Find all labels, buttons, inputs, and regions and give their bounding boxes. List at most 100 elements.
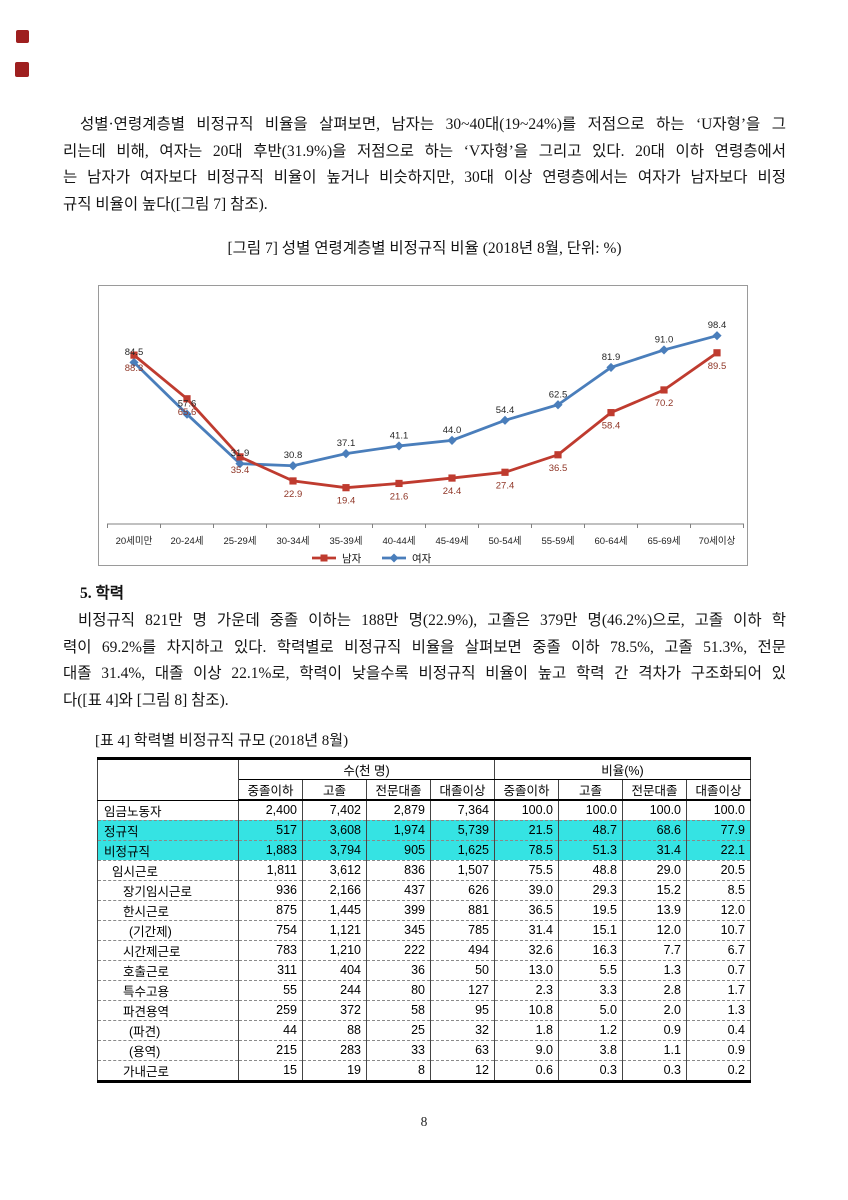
cell-value: 3,608 (302, 820, 367, 841)
data-label: 22.9 (284, 489, 303, 500)
male-marker (183, 395, 191, 403)
paragraph-2: 비정규직 821만 명 가운데 중졸 이하는 188만 명(22.9%), 고졸… (63, 608, 786, 714)
data-label: 35.4 (231, 465, 250, 476)
cell-value: 13.0 (494, 960, 559, 981)
cell-value: 1,811 (238, 860, 303, 881)
row-label: 임시근로 (97, 860, 239, 881)
cell-value: 32 (430, 1020, 495, 1041)
legend-male-marker (320, 554, 328, 562)
x-tick-label: 65-69세 (647, 536, 680, 547)
data-label: 41.1 (390, 430, 409, 441)
text-line: 력이 69.2%를 차지하고 있다. 학력별로 비정규직 비율을 살펴보면 중졸… (63, 638, 786, 656)
male-marker (342, 484, 350, 492)
col-header: 대졸이상 (430, 779, 495, 801)
cell-value: 19.5 (558, 900, 623, 921)
paragraph-1: 성별·연령계층별 비정규직 비율을 살펴보면, 남자는 30~40대(19~24… (63, 112, 786, 218)
table-row: 시간제근로 783 1,210 222 494 32.6 16.3 7.7 6.7 (97, 940, 751, 961)
page-number: 8 (420, 1114, 428, 1129)
female-marker (235, 459, 245, 469)
data-label: 65.6 (178, 407, 197, 418)
cell-value: 881 (430, 900, 495, 921)
cell-value: 244 (302, 980, 367, 1001)
text-line: 다([표 4]와 [그림 8] 참조). (63, 691, 229, 709)
cell-value: 2.0 (622, 1000, 687, 1021)
cell-value: 0.2 (686, 1060, 751, 1081)
cell-value: 44 (238, 1020, 303, 1041)
cell-value: 10.8 (494, 1000, 559, 1021)
cell-value: 7,364 (430, 800, 495, 821)
table-row: 임금노동자 2,400 7,402 2,879 7,364 100.0 100.0 100.0… (97, 800, 751, 821)
cell-value: 100.0 (494, 800, 559, 821)
cell-value: 754 (238, 920, 303, 941)
cell-value: 32.6 (494, 940, 559, 961)
section-heading: 5. 학력 (80, 585, 125, 602)
cell-value: 48.7 (558, 820, 623, 841)
cell-value: 1,974 (366, 820, 431, 841)
cell-value: 5,739 (430, 820, 495, 841)
table-row: 호출근로 311 404 36 50 13.0 5.5 1.3 0.7 (97, 960, 751, 981)
col-header: 중졸이하 (238, 779, 303, 801)
data-label: 62.5 (549, 389, 568, 400)
row-label: 정규직 (97, 820, 239, 841)
cell-value: 259 (238, 1000, 303, 1021)
cell-value: 0.7 (686, 960, 751, 981)
female-marker (129, 357, 139, 368)
table-row: 임시근로 1,811 3,612 836 1,507 75.5 48.8 29.0 20.5 (97, 860, 751, 881)
cell-value: 100.0 (686, 800, 751, 821)
group-header-count: 수(천 명) (238, 758, 495, 780)
male-marker (501, 468, 509, 476)
row-label: 시간제근로 (97, 940, 239, 961)
cell-value: 1,625 (430, 840, 495, 861)
cell-value: 9.0 (494, 1040, 559, 1061)
male-marker (713, 349, 721, 357)
cell-value: 936 (238, 880, 303, 901)
red-stamp-mark-1 (16, 30, 29, 43)
row-label: (기간제) (97, 920, 239, 941)
cell-value: 95 (430, 1000, 495, 1021)
age-chart-frame: 20세미만 20-24세 25-29세 30-34세 35-39세 40-44세 45-49… (98, 285, 748, 566)
cell-value: 15.2 (622, 880, 687, 901)
row-label: 파견용역 (97, 1000, 239, 1021)
red-stamp-mark-2 (15, 62, 29, 77)
male-marker (236, 453, 244, 461)
x-tick-label: 20-24세 (170, 536, 203, 547)
row-label: (파견) (97, 1020, 239, 1041)
x-tick-label: 35-39세 (329, 536, 362, 547)
data-label: 91.0 (655, 334, 674, 345)
text-line: 는 남자가 여자보다 비정규직 비율이 높거나 비슷하지만, 30대 이상 연령… (63, 169, 786, 186)
cell-value: 494 (430, 940, 495, 961)
cell-value: 63 (430, 1040, 495, 1061)
cell-value: 78.5 (494, 840, 559, 861)
cell-value: 311 (238, 960, 303, 981)
data-label: 21.6 (390, 491, 409, 502)
data-label: 58.4 (602, 421, 621, 432)
cell-value: 75.5 (494, 860, 559, 881)
row-label: 가내근로 (97, 1060, 239, 1081)
col-header: 중졸이하 (494, 779, 559, 801)
cell-value: 29.0 (622, 860, 687, 881)
text-line: 대졸 31.4%, 대졸 이상 22.1%로, 학력이 낮을수록 비정규직 비율… (63, 665, 786, 682)
cell-value: 31.4 (622, 840, 687, 861)
text-line: 비정규직 821만 명 가운데 중졸 이하는 188만 명(22.9%), 고졸… (78, 612, 786, 629)
cell-value: 8 (366, 1060, 431, 1081)
cell-value: 100.0 (622, 800, 687, 821)
cell-value: 345 (366, 920, 431, 941)
x-tick-label: 20세미만 (116, 536, 153, 547)
cell-value: 785 (430, 920, 495, 941)
legend-female-label: 여자 (412, 553, 432, 565)
cell-value: 20.5 (686, 860, 751, 881)
text-line: 리는데 비해, 여자는 20대 후반(31.9%)을 저점으로 하는 ‘V자형’… (63, 142, 786, 160)
cell-value: 19 (302, 1060, 367, 1081)
row-label: (용역) (97, 1040, 239, 1061)
x-tick-label: 45-49세 (435, 536, 468, 547)
cell-value: 36.5 (494, 900, 559, 921)
education-table-body: 임금노동자 2,400 7,402 2,879 7,364 100.0 100.0 100.0… (97, 800, 751, 1081)
cell-value: 0.3 (558, 1060, 623, 1081)
x-tick-label: 30-34세 (276, 536, 309, 547)
cell-value: 437 (366, 880, 431, 901)
x-tick-label: 60-64세 (594, 536, 627, 547)
male-marker (448, 474, 456, 482)
cell-value: 404 (302, 960, 367, 981)
cell-value: 10.7 (686, 920, 751, 941)
